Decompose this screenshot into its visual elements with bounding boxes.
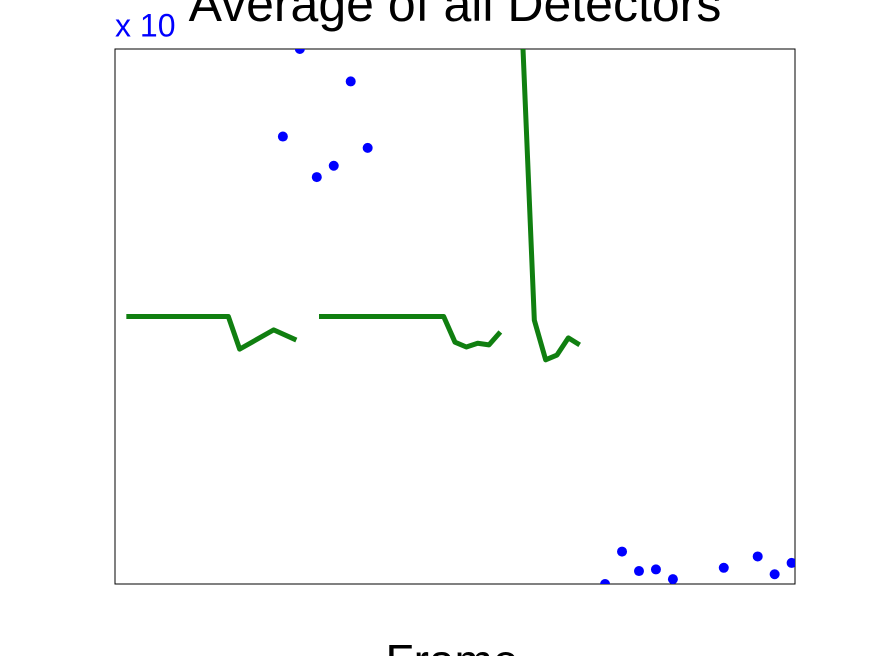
scatter-point <box>362 142 373 153</box>
scatter-point <box>294 49 305 54</box>
scatter-point <box>650 564 661 575</box>
x-axis-label: Frame <box>386 635 519 656</box>
scatter-point <box>345 76 356 87</box>
scatter-point <box>667 574 678 584</box>
scatter-point <box>277 131 288 142</box>
chart-title: Average of all Detectors <box>189 0 722 32</box>
scatter-point <box>617 546 628 557</box>
scatter-point <box>769 569 780 580</box>
scatter-point <box>633 566 644 577</box>
y-multiplier: x 10 <box>115 7 175 43</box>
scatter-point <box>786 557 795 568</box>
scatter-point <box>600 579 611 584</box>
scatter-point <box>328 160 339 171</box>
scatter-point <box>752 551 763 562</box>
scatter-point <box>718 562 729 573</box>
scatter-point <box>311 172 322 183</box>
line-series <box>126 49 581 363</box>
